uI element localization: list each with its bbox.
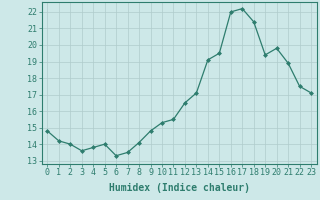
X-axis label: Humidex (Indice chaleur): Humidex (Indice chaleur): [109, 183, 250, 193]
